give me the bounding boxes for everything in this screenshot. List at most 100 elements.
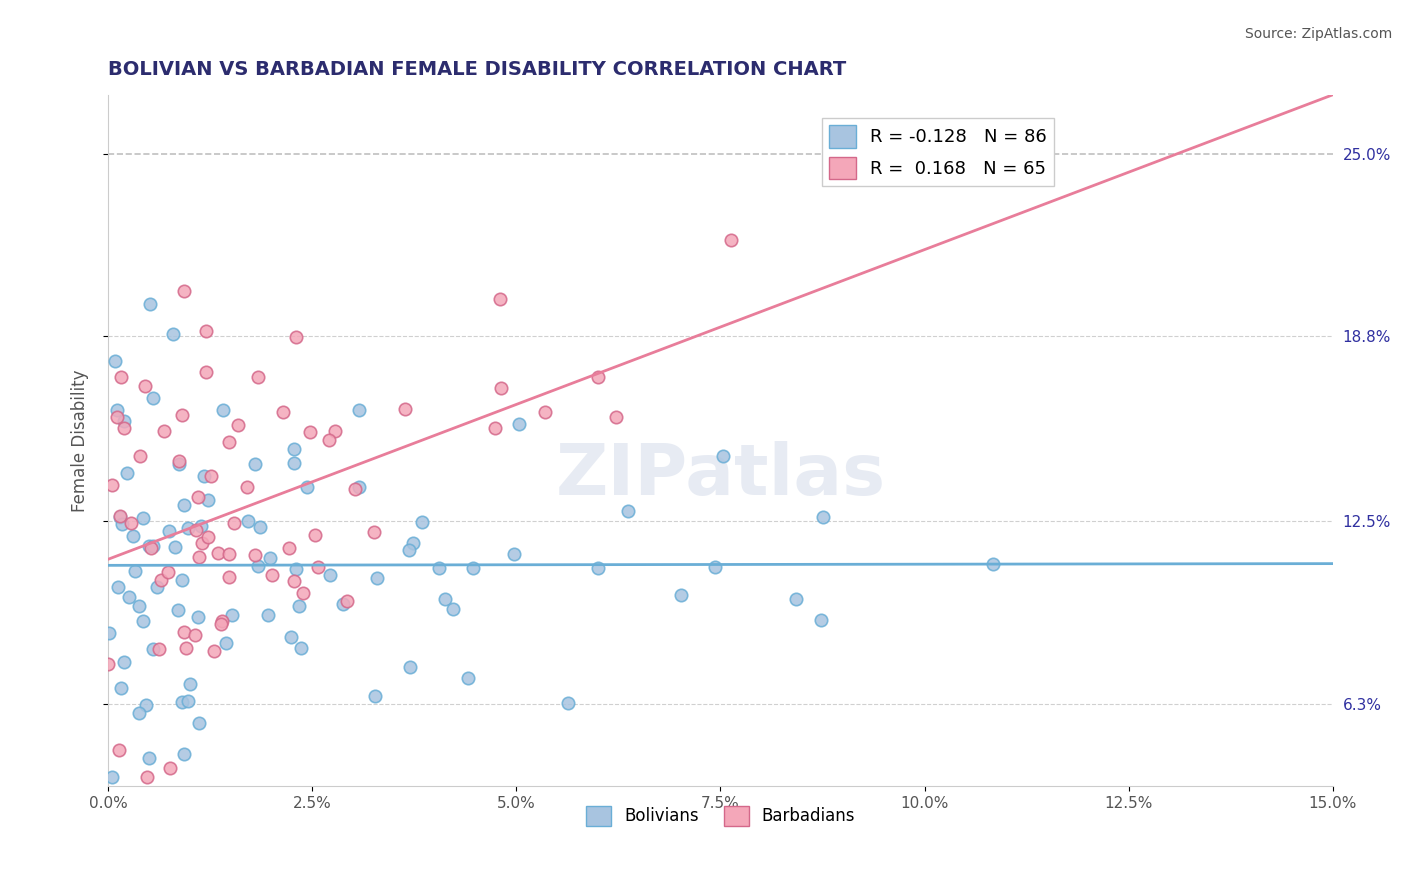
Point: [173, 625, 195, 640]
Point: [236, 479, 259, 493]
Point: [98, 625, 121, 640]
Point: [427, 561, 450, 575]
Point: [318, 433, 340, 447]
Point: [586, 369, 609, 384]
Point: [283, 456, 305, 470]
Point: [187, 550, 209, 565]
Point: [124, 564, 146, 578]
Point: [246, 558, 269, 573]
Point: [187, 715, 209, 730]
Point: [138, 539, 160, 553]
Text: Source: ZipAtlas.com: Source: ZipAtlas.com: [1244, 27, 1392, 41]
Point: [138, 751, 160, 765]
Point: [167, 603, 190, 617]
Point: [704, 560, 727, 574]
Point: [557, 696, 579, 710]
Point: [187, 490, 209, 504]
Point: [110, 681, 132, 696]
Point: [207, 547, 229, 561]
Point: [785, 591, 807, 606]
Point: [399, 660, 422, 674]
Point: [159, 761, 181, 775]
Point: [363, 524, 385, 539]
Point: [291, 586, 314, 600]
Point: [209, 617, 232, 632]
Point: [131, 614, 153, 628]
Point: [411, 515, 433, 529]
Point: [112, 655, 135, 669]
Point: [179, 677, 201, 691]
Point: [280, 630, 302, 644]
Point: [284, 562, 307, 576]
Point: [323, 424, 346, 438]
Point: [108, 743, 131, 757]
Point: [249, 519, 271, 533]
Point: [336, 594, 359, 608]
Point: [136, 770, 159, 784]
Point: [135, 698, 157, 712]
Point: [162, 326, 184, 341]
Point: [165, 540, 187, 554]
Point: [224, 516, 246, 531]
Point: [173, 747, 195, 761]
Point: [457, 671, 479, 685]
Point: [434, 592, 457, 607]
Point: [211, 615, 233, 629]
Point: [112, 414, 135, 428]
Point: [243, 548, 266, 562]
Point: [134, 378, 156, 392]
Text: ZIPatlas: ZIPatlas: [555, 441, 886, 509]
Point: [177, 521, 200, 535]
Point: [394, 401, 416, 416]
Point: [128, 599, 150, 613]
Point: [503, 547, 526, 561]
Point: [108, 509, 131, 524]
Point: [200, 469, 222, 483]
Point: [484, 420, 506, 434]
Point: [349, 403, 371, 417]
Point: [131, 511, 153, 525]
Point: [488, 293, 510, 307]
Point: [363, 690, 385, 704]
Point: [720, 233, 742, 247]
Point: [173, 498, 195, 512]
Point: [101, 770, 124, 784]
Point: [283, 442, 305, 456]
Point: [307, 560, 329, 574]
Point: [190, 518, 212, 533]
Point: [167, 454, 190, 468]
Point: [104, 354, 127, 368]
Point: [218, 435, 240, 450]
Point: [212, 403, 235, 417]
Point: [108, 509, 131, 524]
Point: [344, 482, 367, 496]
Point: [170, 573, 193, 587]
Point: [184, 523, 207, 537]
Point: [218, 570, 240, 584]
Point: [298, 425, 321, 439]
Point: [148, 641, 170, 656]
Point: [489, 381, 512, 395]
Point: [172, 695, 194, 709]
Point: [366, 571, 388, 585]
Point: [107, 580, 129, 594]
Point: [110, 369, 132, 384]
Y-axis label: Female Disability: Female Disability: [72, 369, 89, 512]
Point: [157, 565, 180, 579]
Point: [605, 409, 627, 424]
Point: [184, 628, 207, 642]
Point: [297, 479, 319, 493]
Point: [245, 457, 267, 471]
Point: [215, 635, 238, 649]
Point: [617, 504, 640, 518]
Point: [193, 469, 215, 483]
Point: [288, 599, 311, 613]
Point: [105, 409, 128, 424]
Point: [290, 641, 312, 656]
Point: [256, 607, 278, 622]
Point: [669, 588, 692, 602]
Legend: Bolivians, Barbadians: Bolivians, Barbadians: [579, 799, 862, 832]
Point: [711, 449, 734, 463]
Point: [441, 602, 464, 616]
Point: [586, 561, 609, 575]
